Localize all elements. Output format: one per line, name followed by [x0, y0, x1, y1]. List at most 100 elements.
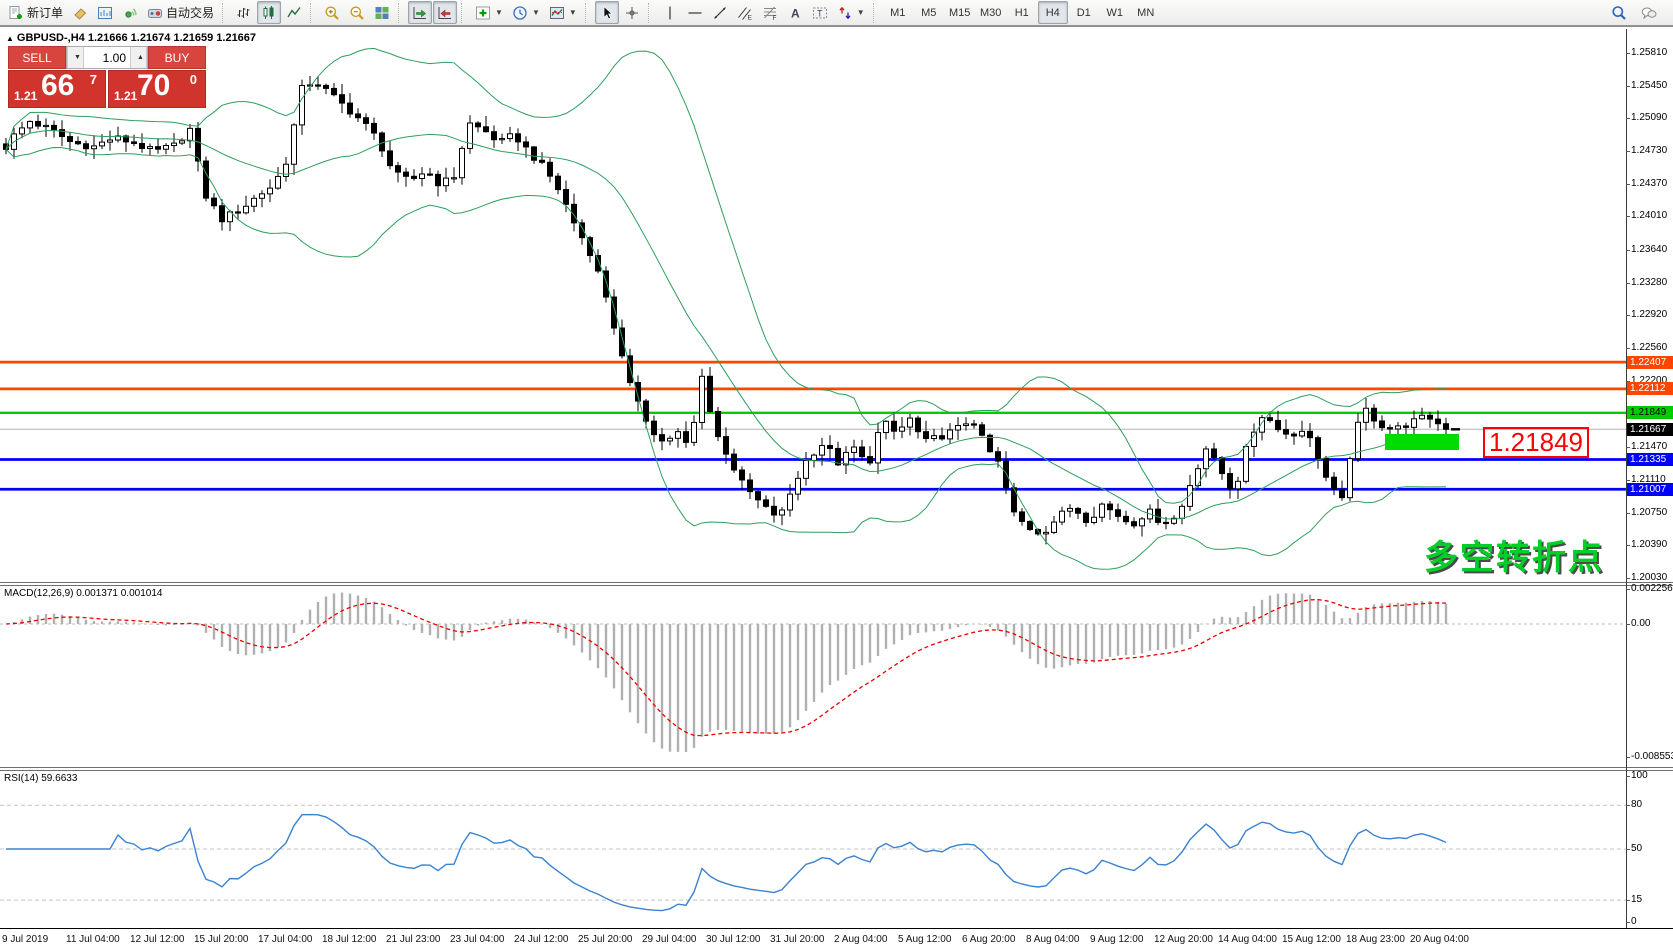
candle-body [1219, 456, 1225, 475]
timeframe-m15-button[interactable]: M15 [949, 6, 971, 19]
candle-body [771, 505, 777, 516]
tile-windows-button[interactable] [370, 1, 394, 24]
crosshair-button[interactable] [620, 1, 644, 24]
period-icon [513, 5, 527, 20]
main-price-pane[interactable] [0, 29, 1626, 582]
candle-body [347, 102, 353, 115]
sell-price-pip: 7 [89, 72, 97, 87]
symbol-ohlc-title: GBPUSD-,H4 1.21666 1.21674 1.21659 1.216… [16, 32, 257, 44]
vertical-line-button[interactable] [658, 1, 682, 24]
timeframe-m5-button[interactable]: M5 [921, 6, 937, 19]
sell-button[interactable]: SELL [8, 46, 66, 69]
macd-pane[interactable] [0, 586, 1626, 767]
timeframe-mn-button[interactable]: MN [1137, 6, 1155, 19]
candle-body [1051, 521, 1057, 533]
trendline-button[interactable] [708, 1, 732, 24]
timeframe-h4-button[interactable]: H4 [1037, 1, 1068, 24]
candle-body [1083, 512, 1089, 524]
dropdown-caret-icon[interactable]: ▼ [856, 8, 865, 17]
candle-body [179, 140, 185, 144]
volume-down-button[interactable]: ▼ [67, 47, 84, 68]
signals-button[interactable] [118, 1, 142, 24]
timeframe-m1-button[interactable]: M1 [890, 6, 906, 19]
templates-button[interactable]: ▼ [545, 1, 581, 24]
zoom-out-button[interactable] [345, 1, 369, 24]
candle-body [899, 426, 905, 432]
svg-text:A: A [791, 6, 800, 20]
bar-chart-button[interactable] [232, 1, 256, 24]
candle-body [931, 435, 937, 440]
date-label: 8 Aug 04:00 [1026, 934, 1080, 945]
timeframe-w1-button[interactable]: W1 [1106, 6, 1123, 19]
candle-body [475, 122, 481, 128]
chart-window[interactable]: ▲ GBPUSD-,H4 1.21666 1.21674 1.21659 1.21… [0, 29, 1673, 950]
candle-body [987, 434, 993, 453]
chart-window-icon [98, 6, 113, 19]
candle-body [299, 84, 305, 126]
volume-input[interactable] [84, 47, 130, 68]
candlestick-chart-button[interactable] [257, 1, 282, 24]
candle-body [131, 141, 137, 144]
eraser-button[interactable] [68, 1, 92, 24]
cursor-icon [603, 5, 613, 19]
timeframe-d1-button[interactable]: D1 [1076, 6, 1091, 19]
collapse-arrow-icon[interactable]: ▲ [6, 34, 14, 43]
highlight-rectangle[interactable] [1385, 434, 1459, 450]
indicators-button[interactable]: ▼ [471, 1, 507, 24]
chart-window-button[interactable] [93, 1, 117, 24]
buy-price-button[interactable]: 1.21 70 0 [108, 69, 206, 108]
annotation-turning-point[interactable]: 多空转折点 [1424, 539, 1604, 577]
toolbar-separator [461, 2, 467, 23]
autotrading-button[interactable]: 自动交易 [143, 1, 218, 24]
one-click-trading-panel: SELL ▼ ▲ BUY 1.21 66 7 1.21 70 0 [8, 46, 206, 108]
arrows-button[interactable]: ▼ [833, 1, 869, 24]
horizontal-line-button[interactable] [683, 1, 707, 24]
candle-body [1307, 430, 1313, 439]
timeframe-h1-button[interactable]: H1 [1014, 6, 1029, 19]
candle-body [35, 120, 41, 127]
dropdown-caret-icon[interactable]: ▼ [531, 8, 540, 17]
candle-body [1163, 521, 1169, 525]
buy-button[interactable]: BUY [148, 46, 206, 69]
price-level-callout[interactable]: 1.21849 [1483, 427, 1589, 458]
chat-icon [1641, 7, 1657, 19]
rsi-tick-label: 80 [1625, 799, 1643, 811]
date-label: 20 Aug 04:00 [1410, 934, 1469, 945]
candle-body [171, 142, 177, 147]
text-button[interactable]: A [783, 1, 807, 24]
zoom-in-button[interactable] [320, 1, 344, 24]
candle-body [411, 175, 417, 179]
cursor-button[interactable] [594, 1, 619, 24]
periods-button[interactable]: ▼ [508, 1, 544, 24]
pane-splitter[interactable] [0, 767, 1673, 771]
fibonacci-button[interactable]: F [758, 1, 782, 24]
dropdown-caret-icon[interactable]: ▼ [495, 8, 503, 17]
candle-body [1427, 414, 1433, 420]
chat-button[interactable] [1637, 1, 1661, 24]
sell-price-button[interactable]: 1.21 66 7 [8, 69, 106, 108]
search-button[interactable] [1607, 1, 1631, 24]
dropdown-caret-icon[interactable]: ▼ [568, 8, 577, 17]
candle-body [371, 122, 377, 134]
rsi-pane[interactable] [0, 771, 1626, 928]
rsi-tick-label: 15 [1625, 894, 1643, 906]
text-label-button[interactable]: T [808, 1, 832, 24]
price-tick-label: 1.22560 [1625, 342, 1668, 354]
line-chart-icon [287, 6, 301, 17]
candle-body [523, 141, 529, 148]
equidistant-channel-button[interactable]: E [733, 1, 757, 24]
pane-splitter[interactable] [0, 582, 1673, 586]
candle-body [1291, 433, 1297, 437]
candle-body [59, 129, 65, 138]
new-order-button[interactable]: 新订单 [4, 1, 67, 24]
candle-body [1211, 448, 1217, 458]
auto-scroll-button[interactable] [408, 1, 433, 24]
candle-body [403, 171, 409, 177]
volume-up-button[interactable]: ▲ [130, 47, 147, 68]
candle-body [979, 424, 985, 436]
line-chart-button[interactable] [282, 1, 306, 24]
candle-body [1235, 480, 1241, 490]
chart-shift-button[interactable] [433, 1, 458, 24]
price-tick-label: 1.20030 [1625, 571, 1668, 583]
timeframe-m30-button[interactable]: M30 [980, 6, 1002, 19]
